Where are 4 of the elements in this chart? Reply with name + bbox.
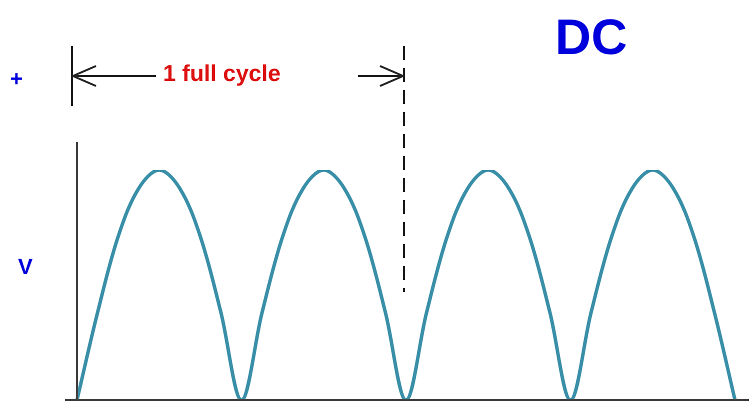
y-axis-title: V xyxy=(18,254,33,280)
text: 1 full cycle xyxy=(163,60,281,87)
text: + xyxy=(10,66,23,92)
chart-title: DC xyxy=(555,8,628,66)
